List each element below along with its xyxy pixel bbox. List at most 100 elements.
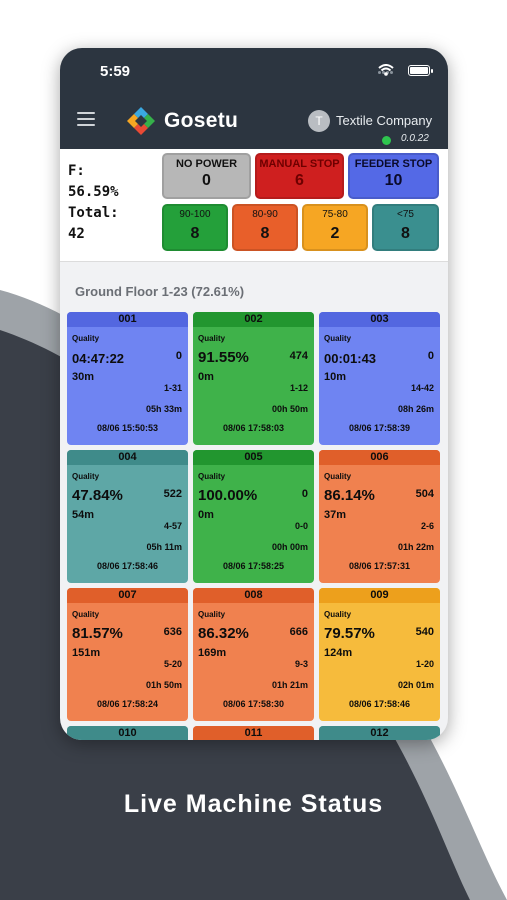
- machine-card[interactable]: 008 Quality 86.32% 666 169m 9-3 01h 21m 08/06 1…: [193, 588, 314, 721]
- pick-count: 0: [427, 350, 434, 362]
- machine-card[interactable]: 007 Quality 81.57% 636 151m 5-20 01h 50m 08/06 …: [67, 588, 188, 721]
- tile-value: 6: [295, 172, 304, 189]
- duration-value: 01h 22m: [397, 542, 434, 552]
- machine-card[interactable]: 005 Quality 100.00% 0 0m 0-0 00h 00m 08/06 17:5…: [193, 450, 314, 583]
- tile-value: 2: [330, 225, 340, 242]
- range-value: 1-31: [163, 383, 182, 393]
- machine-card[interactable]: 003 Quality 00:01:43 0 10m 14-42 08h 26m 08/06 …: [319, 312, 440, 445]
- length-value: 169m: [198, 647, 227, 659]
- quality-label: Quality: [324, 610, 352, 619]
- quality-label: Quality: [324, 334, 352, 343]
- battery-icon: [408, 65, 433, 76]
- machine-number: 001: [67, 312, 188, 327]
- tile-label: 80-90: [252, 209, 278, 220]
- signal-icon: [378, 71, 396, 74]
- machine-number: 012: [319, 726, 440, 740]
- machine-card[interactable]: 004 Quality 47.84% 522 54m 4-57 05h 11m 08/06 1…: [67, 450, 188, 583]
- efficiency-value: 47.84%: [72, 487, 123, 504]
- pick-count: 0: [301, 488, 308, 500]
- quality-label: Quality: [198, 334, 226, 343]
- company-name[interactable]: Textile Company: [336, 113, 433, 128]
- efficiency-value: 04:47:22: [72, 351, 125, 366]
- efficiency-value: 100.00%: [198, 487, 258, 504]
- length-value: 10m: [324, 371, 347, 383]
- f-label: F:: [68, 163, 85, 179]
- length-value: 0m: [198, 509, 214, 521]
- machine-card[interactable]: 012: [319, 726, 440, 740]
- machine-card[interactable]: 010: [67, 726, 188, 740]
- quality-label: Quality: [198, 610, 226, 619]
- tile-label: 75-80: [322, 209, 348, 220]
- status-time: 5:59: [100, 63, 131, 80]
- efficiency-value: 79.57%: [324, 625, 375, 642]
- wifi-icon: [378, 64, 394, 76]
- pick-count: 636: [163, 626, 182, 638]
- f-value: 56.59%: [68, 184, 119, 200]
- machine-number: 002: [193, 312, 314, 327]
- tile-value: 8: [260, 225, 270, 242]
- quality-label: Quality: [198, 472, 226, 481]
- range-value: 2-6: [420, 521, 434, 531]
- tile-range-75-80[interactable]: 75-80 2: [302, 204, 368, 251]
- length-value: 0m: [198, 371, 214, 383]
- range-value: 5-20: [163, 659, 182, 669]
- pick-count: 504: [415, 488, 434, 500]
- machine-number: 005: [193, 450, 314, 465]
- duration-value: 05h 33m: [145, 404, 182, 414]
- duration-value: 08h 26m: [397, 404, 434, 414]
- tile-value: 0: [202, 172, 211, 189]
- range-value: 1-20: [415, 659, 434, 669]
- tile-manual-stop[interactable]: MANUAL STOP 6: [255, 153, 344, 199]
- quality-label: Quality: [324, 472, 352, 481]
- machine-card[interactable]: 001 Quality 04:47:22 0 30m 1-31 05h 33m 08/06 1…: [67, 312, 188, 445]
- company-avatar[interactable]: T: [308, 110, 330, 132]
- tile-value: 8: [190, 225, 200, 242]
- tile-range-90-100[interactable]: 90-100 8: [162, 204, 228, 251]
- timestamp: 08/06 17:58:46: [96, 561, 159, 571]
- floor-title: Ground Floor 1-23 (72.61%): [75, 284, 245, 299]
- efficiency-value: 00:01:43: [324, 351, 377, 366]
- machine-number: 004: [67, 450, 188, 465]
- timestamp: 08/06 17:57:31: [348, 561, 411, 571]
- menu-icon[interactable]: [77, 112, 95, 128]
- caption: Live Machine Status: [123, 790, 384, 818]
- tile-range-below-75[interactable]: <75 8: [372, 204, 439, 251]
- tile-range-80-90[interactable]: 80-90 8: [232, 204, 298, 251]
- machine-card[interactable]: 009 Quality 79.57% 540 124m 1-20 02h 01m 08/06 …: [319, 588, 440, 721]
- machine-number: 006: [319, 450, 440, 465]
- efficiency-value: 86.32%: [198, 625, 249, 642]
- pick-count: 522: [163, 488, 182, 500]
- length-value: 54m: [72, 509, 95, 521]
- app-version: 0.0.22: [401, 133, 429, 144]
- machine-card[interactable]: 002 Quality 91.55% 474 0m 1-12 00h 50m 08/06 17…: [193, 312, 314, 445]
- timestamp: 08/06 17:58:25: [222, 561, 285, 571]
- machine-card[interactable]: 006 Quality 86.14% 504 37m 2-6 01h 22m 08/06 17…: [319, 450, 440, 583]
- quality-label: Quality: [72, 472, 100, 481]
- timestamp: 08/06 17:58:46: [348, 699, 411, 709]
- app-bar: Gosetu T Textile Company 0.0.22: [60, 98, 448, 149]
- timestamp: 08/06 17:58:30: [222, 699, 285, 709]
- range-value: 4-57: [163, 521, 182, 531]
- tile-label: <75: [397, 209, 414, 220]
- tile-label: NO POWER: [175, 158, 238, 170]
- machine-card[interactable]: 011: [193, 726, 314, 740]
- range-value: 9-3: [294, 659, 308, 669]
- tile-feeder-stop[interactable]: FEEDER STOP 10: [348, 153, 439, 199]
- total-label: Total:: [68, 205, 119, 221]
- length-value: 30m: [72, 371, 95, 383]
- pick-count: 474: [289, 350, 308, 362]
- length-value: 37m: [324, 509, 347, 521]
- range-value: 1-12: [289, 383, 308, 393]
- quality-label: Quality: [72, 610, 100, 619]
- length-value: 124m: [324, 647, 353, 659]
- total-value: 42: [68, 226, 85, 242]
- machine-number: 008: [193, 588, 314, 603]
- efficiency-summary: F: 56.59% Total: 42: [68, 161, 119, 245]
- duration-value: 05h 11m: [146, 542, 182, 552]
- machine-number: 010: [67, 726, 188, 740]
- efficiency-value: 81.57%: [72, 625, 123, 642]
- tile-no-power[interactable]: NO POWER 0: [162, 153, 251, 199]
- pick-count: 0: [175, 350, 182, 362]
- gosetu-logo: [127, 107, 155, 135]
- efficiency-value: 91.55%: [198, 349, 249, 366]
